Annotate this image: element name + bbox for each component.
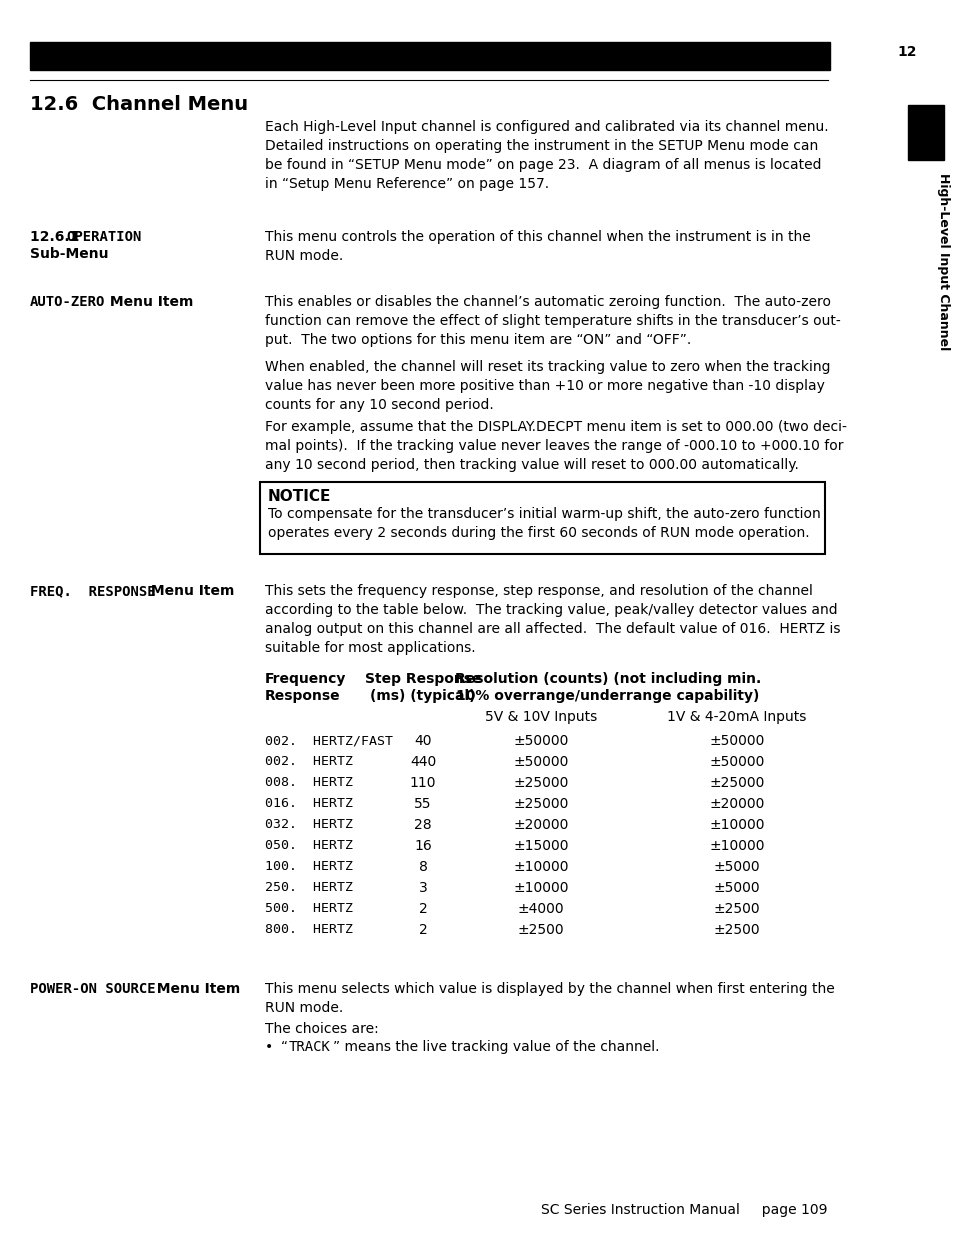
Text: 12.6.1: 12.6.1 (30, 230, 84, 245)
Text: Step Response
(ms) (typical): Step Response (ms) (typical) (364, 672, 480, 703)
Text: ±10000: ±10000 (708, 818, 764, 832)
Text: ±50000: ±50000 (709, 755, 764, 769)
Text: 016.  HERTZ: 016. HERTZ (265, 797, 353, 810)
Text: 55: 55 (414, 797, 432, 811)
Text: 100.  HERTZ: 100. HERTZ (265, 860, 353, 873)
Text: 8: 8 (418, 860, 427, 874)
Text: Resolution (counts) (not including min.
10% overrange/underrange capability): Resolution (counts) (not including min. … (455, 672, 760, 703)
Text: This menu selects which value is displayed by the channel when first entering th: This menu selects which value is display… (265, 982, 834, 1015)
Text: For example, assume that the DISPLAY.DECPT menu item is set to 000.00 (two deci-: For example, assume that the DISPLAY.DEC… (265, 420, 846, 472)
Text: SC Series Instruction Manual     page 109: SC Series Instruction Manual page 109 (541, 1203, 827, 1216)
Text: This enables or disables the channel’s automatic zeroing function.  The auto-zer: This enables or disables the channel’s a… (265, 295, 840, 347)
Text: 500.  HERTZ: 500. HERTZ (265, 902, 353, 915)
Text: ±10000: ±10000 (513, 860, 568, 874)
Text: 12: 12 (897, 44, 916, 59)
Text: High-Level Input Channel: High-Level Input Channel (937, 173, 949, 350)
Text: 008.  HERTZ: 008. HERTZ (265, 776, 353, 789)
Text: ±2500: ±2500 (713, 923, 760, 937)
Text: 800.  HERTZ: 800. HERTZ (265, 923, 353, 936)
Text: ±4000: ±4000 (517, 902, 564, 916)
Text: Menu Item: Menu Item (105, 295, 193, 309)
Text: To compensate for the transducer’s initial warm-up shift, the auto-zero function: To compensate for the transducer’s initi… (268, 508, 820, 540)
Text: ±25000: ±25000 (513, 776, 568, 790)
Text: 032.  HERTZ: 032. HERTZ (265, 818, 353, 831)
Text: 050.  HERTZ: 050. HERTZ (265, 839, 353, 852)
Text: 28: 28 (414, 818, 432, 832)
Text: ±5000: ±5000 (713, 860, 760, 874)
Text: •: • (265, 1040, 273, 1053)
Text: ±20000: ±20000 (513, 818, 568, 832)
Text: The choices are:: The choices are: (265, 1023, 378, 1036)
Text: ” means the live tracking value of the channel.: ” means the live tracking value of the c… (333, 1040, 659, 1053)
Text: ±50000: ±50000 (513, 734, 568, 748)
Text: 2: 2 (418, 923, 427, 937)
Text: “: “ (281, 1040, 288, 1053)
Text: 002.  HERTZ/FAST: 002. HERTZ/FAST (265, 734, 393, 747)
Text: 5V & 10V Inputs: 5V & 10V Inputs (484, 710, 597, 724)
Text: When enabled, the channel will reset its tracking value to zero when the trackin: When enabled, the channel will reset its… (265, 359, 830, 412)
Text: ±15000: ±15000 (513, 839, 568, 853)
Text: Each High-Level Input channel is configured and calibrated via its channel menu.: Each High-Level Input channel is configu… (265, 120, 828, 191)
Text: ±25000: ±25000 (709, 776, 764, 790)
Text: FREQ.  RESPONSE: FREQ. RESPONSE (30, 584, 155, 598)
Text: POWER-ON SOURCE: POWER-ON SOURCE (30, 982, 155, 995)
Text: 440: 440 (410, 755, 436, 769)
Text: TRACK: TRACK (289, 1040, 331, 1053)
Text: 12.6  Channel Menu: 12.6 Channel Menu (30, 95, 248, 114)
Bar (907, 105, 943, 161)
Text: 110: 110 (410, 776, 436, 790)
Text: ±25000: ±25000 (513, 797, 568, 811)
Text: 16: 16 (414, 839, 432, 853)
Text: Menu Item: Menu Item (146, 584, 234, 598)
Text: ±20000: ±20000 (709, 797, 764, 811)
Text: Sub-Menu: Sub-Menu (30, 247, 109, 261)
Text: OPERATION: OPERATION (66, 230, 141, 245)
Text: Menu Item: Menu Item (147, 982, 240, 995)
Text: NOTICE: NOTICE (268, 489, 331, 504)
Text: ±50000: ±50000 (709, 734, 764, 748)
Text: ±10000: ±10000 (513, 881, 568, 895)
Bar (260, 482, 824, 555)
Text: 1V & 4-20mA Inputs: 1V & 4-20mA Inputs (666, 710, 806, 724)
Text: ±50000: ±50000 (513, 755, 568, 769)
Text: ±2500: ±2500 (713, 902, 760, 916)
Text: Frequency
Response: Frequency Response (265, 672, 346, 703)
Text: ±10000: ±10000 (708, 839, 764, 853)
Text: This sets the frequency response, step response, and resolution of the channel
a: This sets the frequency response, step r… (265, 584, 840, 655)
Text: 40: 40 (414, 734, 432, 748)
Text: 3: 3 (418, 881, 427, 895)
Text: AUTO-ZERO: AUTO-ZERO (30, 295, 105, 309)
Text: ±2500: ±2500 (517, 923, 564, 937)
Bar (30, 42, 829, 70)
Text: This menu controls the operation of this channel when the instrument is in the
R: This menu controls the operation of this… (265, 230, 810, 263)
Text: 2: 2 (418, 902, 427, 916)
Text: 002.  HERTZ: 002. HERTZ (265, 755, 353, 768)
Text: 250.  HERTZ: 250. HERTZ (265, 881, 353, 894)
Text: ±5000: ±5000 (713, 881, 760, 895)
